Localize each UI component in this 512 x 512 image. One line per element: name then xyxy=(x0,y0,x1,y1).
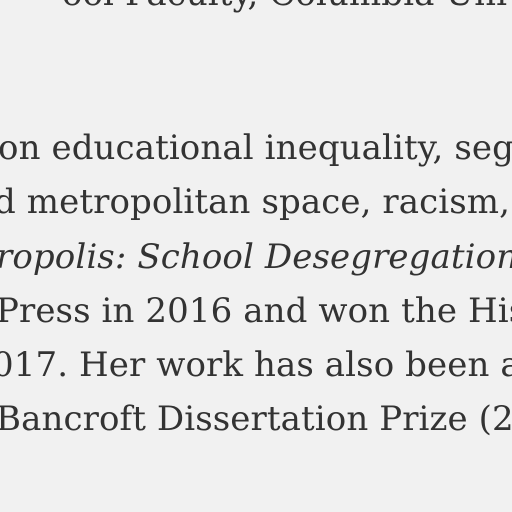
text-line: 017. Her work has also been awa xyxy=(0,345,512,385)
text-line-partial-top: ool Faculty, Columbia Univers xyxy=(62,0,512,14)
text-line: Press in 2016 and won the Histo xyxy=(0,291,512,331)
text-line: on educational inequality, segre xyxy=(0,128,512,168)
text-line: d metropolitan space, racism, an xyxy=(0,182,512,222)
text-line: Bancroft Dissertation Prize (201 xyxy=(0,399,512,439)
book-title-line: ropolis: School Desegregation and xyxy=(0,237,512,277)
